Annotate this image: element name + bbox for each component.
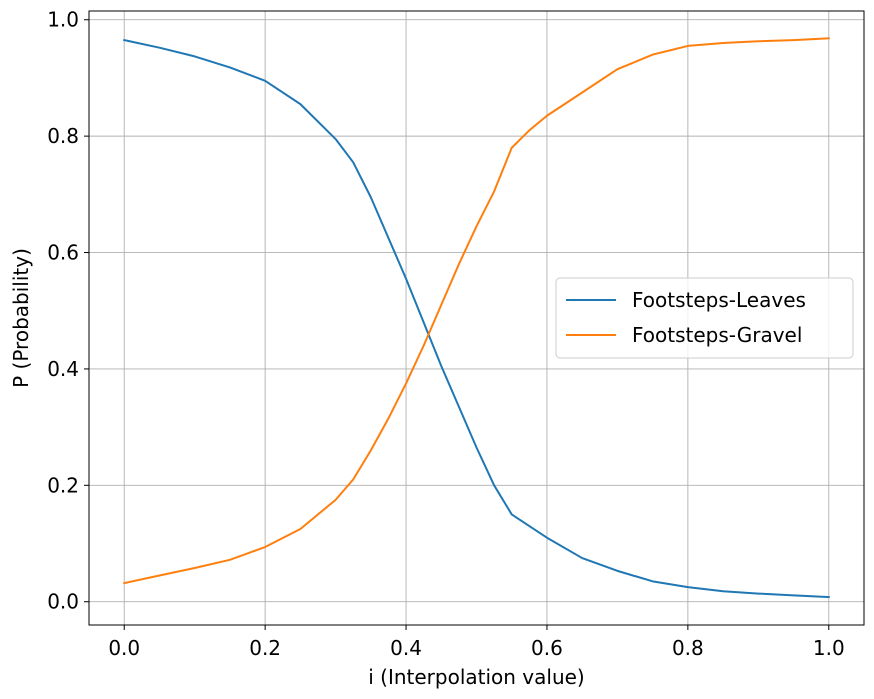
x-tick-label: 0.4 [390,636,422,660]
y-tick-label: 0.2 [47,473,79,497]
axis-ticks: 0.0 0.2 0.4 0.6 0.8 1.0 0.0 0.2 0.4 0.6 0.8 1.0 [47,8,844,660]
y-tick-label: 1.0 [47,8,79,32]
x-tick-label: 0.2 [249,636,281,660]
series-line-footsteps-leaves [123,38,830,599]
x-tick-label: 0.6 [531,636,563,660]
legend-label-footsteps-gravel: Footsteps-Gravel [632,323,802,347]
series-line-footsteps-gravel [123,37,830,585]
y-tick-label: 0.8 [47,124,79,148]
y-tick-label: 0.4 [47,357,79,381]
x-tick-label: 0.0 [108,636,140,660]
y-tick-label: 0.0 [47,590,79,614]
x-tick-label: 0.8 [672,636,704,660]
legend: Footsteps-Leaves Footsteps-Gravel [555,277,854,359]
plot-area-frame [88,10,865,626]
series-lines [123,37,830,599]
x-tick-label: 1.0 [813,636,845,660]
y-axis-label: P (Probability) [9,248,33,388]
legend-label-footsteps-leaves: Footsteps-Leaves [632,288,806,312]
x-axis-label: i (Interpolation value) [368,665,585,689]
y-tick-label: 0.6 [47,241,79,265]
legend-box [555,277,854,359]
